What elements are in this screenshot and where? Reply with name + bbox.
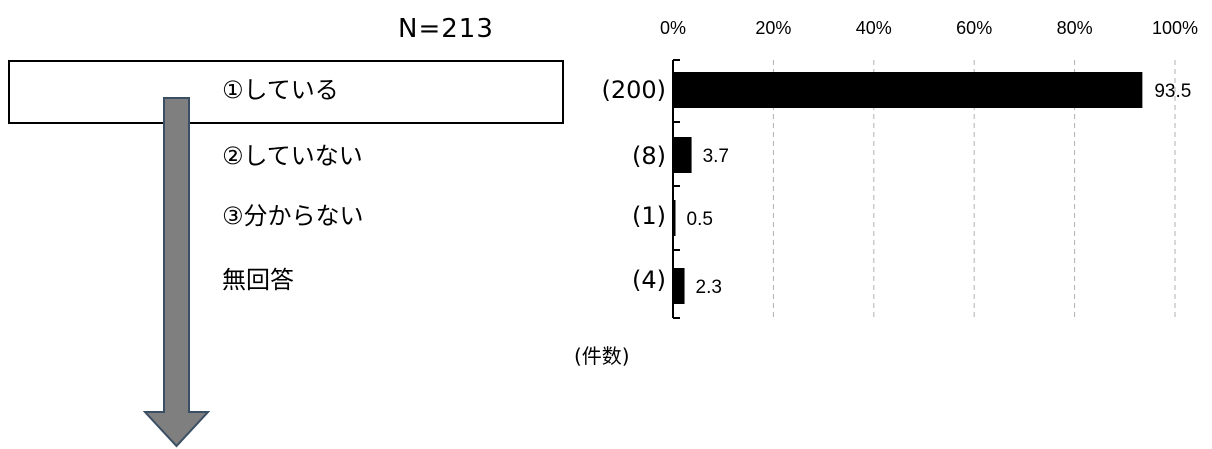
- count-label-1: (200): [601, 76, 666, 104]
- tick-label-5: 80%: [1057, 18, 1093, 38]
- count-label-4: (4): [632, 266, 666, 294]
- down-arrow-shape: [142, 97, 211, 448]
- value-label-2: 3.7: [703, 146, 729, 167]
- value-label-4: 2.3: [696, 277, 722, 298]
- tick-label-3: 40%: [856, 18, 892, 38]
- count-label-2: (8): [632, 142, 666, 170]
- value-label-1: 93.5: [1154, 81, 1191, 102]
- sample-size-label: N=213: [398, 14, 494, 44]
- category-label-1: ①している: [222, 76, 339, 104]
- tick-label-2: 20%: [755, 18, 791, 38]
- value-label-3: 0.5: [687, 209, 713, 230]
- tick-label-6: 100%: [1152, 18, 1198, 38]
- category-label-3: ③分からない: [222, 202, 364, 230]
- bar-4: [673, 268, 685, 304]
- category-label-4: 無回答: [222, 266, 294, 294]
- count-label-3: (1): [632, 202, 666, 230]
- category-label-2: ②していない: [222, 142, 363, 170]
- tick-label-1: 0%: [660, 18, 686, 38]
- count-caption: (件数): [574, 344, 630, 368]
- bar-2: [673, 137, 692, 173]
- bar-1: [673, 72, 1143, 108]
- highlight-box: [8, 60, 564, 124]
- bar-3: [673, 200, 676, 236]
- tick-label-4: 60%: [956, 18, 992, 38]
